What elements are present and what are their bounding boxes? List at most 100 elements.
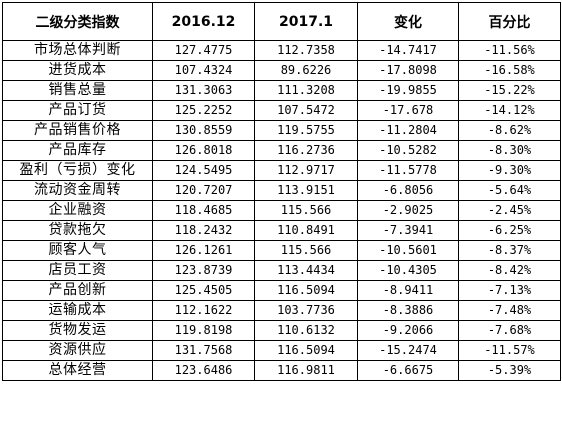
value-2016-12-cell: 126.8018 xyxy=(152,140,255,161)
change-cell: -11.5778 xyxy=(357,160,459,181)
table-row: 顾客人气 126.1261 115.566 -10.5601 -8.37% xyxy=(2,240,561,261)
row-category-cell: 市场总体判断 xyxy=(2,40,153,61)
value-2016-12-cell: 123.8739 xyxy=(152,260,255,281)
table-row: 产品订货 125.2252 107.5472 -17.678 -14.12% xyxy=(2,100,561,121)
table-row: 资源供应 131.7568 116.5094 -15.2474 -11.57% xyxy=(2,340,561,361)
table-row: 货物发运 119.8198 110.6132 -9.2066 -7.68% xyxy=(2,320,561,341)
percent-cell: -9.30% xyxy=(458,160,561,181)
change-cell: -6.8056 xyxy=(357,180,459,201)
percent-cell: -7.68% xyxy=(458,320,561,341)
change-cell: -8.9411 xyxy=(357,280,459,301)
value-2016-12-cell: 130.8559 xyxy=(152,120,255,141)
table-row: 贷款拖欠 118.2432 110.8491 -7.3941 -6.25% xyxy=(2,220,561,241)
value-2016-12-cell: 126.1261 xyxy=(152,240,255,261)
table-row: 企业融资 118.4685 115.566 -2.9025 -2.45% xyxy=(2,200,561,221)
table-row: 产品销售价格 130.8559 119.5755 -11.2804 -8.62% xyxy=(2,120,561,141)
table-row: 销售总量 131.3063 111.3208 -19.9855 -15.22% xyxy=(2,80,561,101)
value-2017-1-cell: 116.9811 xyxy=(254,360,358,381)
value-2017-1-cell: 116.5094 xyxy=(254,280,358,301)
row-category-cell: 总体经营 xyxy=(2,360,153,381)
value-2016-12-cell: 125.2252 xyxy=(152,100,255,121)
percent-cell: -11.56% xyxy=(458,40,561,61)
header-change: 变化 xyxy=(357,2,459,41)
value-2017-1-cell: 119.5755 xyxy=(254,120,358,141)
percent-cell: -15.22% xyxy=(458,80,561,101)
row-category-cell: 产品销售价格 xyxy=(2,120,153,141)
value-2016-12-cell: 131.7568 xyxy=(152,340,255,361)
value-2016-12-cell: 125.4505 xyxy=(152,280,255,301)
percent-cell: -7.13% xyxy=(458,280,561,301)
change-cell: -2.9025 xyxy=(357,200,459,221)
header-category: 二级分类指数 xyxy=(2,2,153,41)
table-body: 市场总体判断 127.4775 112.7358 -14.7417 -11.56% 进货成… xyxy=(2,40,561,381)
table-row: 市场总体判断 127.4775 112.7358 -14.7417 -11.56% xyxy=(2,40,561,61)
change-cell: -14.7417 xyxy=(357,40,459,61)
percent-cell: -8.37% xyxy=(458,240,561,261)
table-row: 店员工资 123.8739 113.4434 -10.4305 -8.42% xyxy=(2,260,561,281)
percent-cell: -8.42% xyxy=(458,260,561,281)
percent-cell: -8.62% xyxy=(458,120,561,141)
value-2016-12-cell: 118.2432 xyxy=(152,220,255,241)
table-row: 盈利（亏损）变化 124.5495 112.9717 -11.5778 -9.30% xyxy=(2,160,561,181)
change-cell: -17.678 xyxy=(357,100,459,121)
row-category-cell: 产品创新 xyxy=(2,280,153,301)
row-category-cell: 盈利（亏损）变化 xyxy=(2,160,153,181)
change-cell: -15.2474 xyxy=(357,340,459,361)
percent-cell: -11.57% xyxy=(458,340,561,361)
change-cell: -10.5601 xyxy=(357,240,459,261)
row-category-cell: 销售总量 xyxy=(2,80,153,101)
change-cell: -6.6675 xyxy=(357,360,459,381)
value-2017-1-cell: 107.5472 xyxy=(254,100,358,121)
change-cell: -8.3886 xyxy=(357,300,459,321)
change-cell: -7.3941 xyxy=(357,220,459,241)
value-2016-12-cell: 127.4775 xyxy=(152,40,255,61)
change-cell: -11.2804 xyxy=(357,120,459,141)
value-2017-1-cell: 110.6132 xyxy=(254,320,358,341)
change-cell: -10.5282 xyxy=(357,140,459,161)
row-category-cell: 运输成本 xyxy=(2,300,153,321)
value-2017-1-cell: 110.8491 xyxy=(254,220,358,241)
value-2017-1-cell: 89.6226 xyxy=(254,60,358,81)
percent-cell: -16.58% xyxy=(458,60,561,81)
percent-cell: -2.45% xyxy=(458,200,561,221)
table-row: 产品创新 125.4505 116.5094 -8.9411 -7.13% xyxy=(2,280,561,301)
value-2016-12-cell: 131.3063 xyxy=(152,80,255,101)
row-category-cell: 进货成本 xyxy=(2,60,153,81)
value-2016-12-cell: 120.7207 xyxy=(152,180,255,201)
value-2016-12-cell: 112.1622 xyxy=(152,300,255,321)
percent-cell: -8.30% xyxy=(458,140,561,161)
percent-cell: -5.39% xyxy=(458,360,561,381)
change-cell: -10.4305 xyxy=(357,260,459,281)
row-category-cell: 店员工资 xyxy=(2,260,153,281)
change-cell: -17.8098 xyxy=(357,60,459,81)
change-cell: -19.9855 xyxy=(357,80,459,101)
row-category-cell: 资源供应 xyxy=(2,340,153,361)
row-category-cell: 产品库存 xyxy=(2,140,153,161)
value-2017-1-cell: 112.7358 xyxy=(254,40,358,61)
value-2016-12-cell: 118.4685 xyxy=(152,200,255,221)
percent-cell: -14.12% xyxy=(458,100,561,121)
percent-cell: -5.64% xyxy=(458,180,561,201)
index-table: 二级分类指数 2016.12 2017.1 变化 百分比 市场总体判断 127.4… xyxy=(2,2,561,381)
table-row: 总体经营 123.6486 116.9811 -6.6675 -5.39% xyxy=(2,360,561,381)
value-2017-1-cell: 103.7736 xyxy=(254,300,358,321)
table-row: 产品库存 126.8018 116.2736 -10.5282 -8.30% xyxy=(2,140,561,161)
row-category-cell: 产品订货 xyxy=(2,100,153,121)
header-2016-12: 2016.12 xyxy=(152,2,255,41)
header-percent: 百分比 xyxy=(458,2,561,41)
percent-cell: -6.25% xyxy=(458,220,561,241)
row-category-cell: 流动资金周转 xyxy=(2,180,153,201)
header-2017-1: 2017.1 xyxy=(254,2,358,41)
value-2017-1-cell: 113.9151 xyxy=(254,180,358,201)
percent-cell: -7.48% xyxy=(458,300,561,321)
value-2016-12-cell: 124.5495 xyxy=(152,160,255,181)
table-row: 运输成本 112.1622 103.7736 -8.3886 -7.48% xyxy=(2,300,561,321)
row-category-cell: 企业融资 xyxy=(2,200,153,221)
table-row: 流动资金周转 120.7207 113.9151 -6.8056 -5.64% xyxy=(2,180,561,201)
table-row: 进货成本 107.4324 89.6226 -17.8098 -16.58% xyxy=(2,60,561,81)
table-header-row: 二级分类指数 2016.12 2017.1 变化 百分比 xyxy=(2,2,561,41)
row-category-cell: 贷款拖欠 xyxy=(2,220,153,241)
value-2017-1-cell: 111.3208 xyxy=(254,80,358,101)
change-cell: -9.2066 xyxy=(357,320,459,341)
value-2017-1-cell: 116.5094 xyxy=(254,340,358,361)
